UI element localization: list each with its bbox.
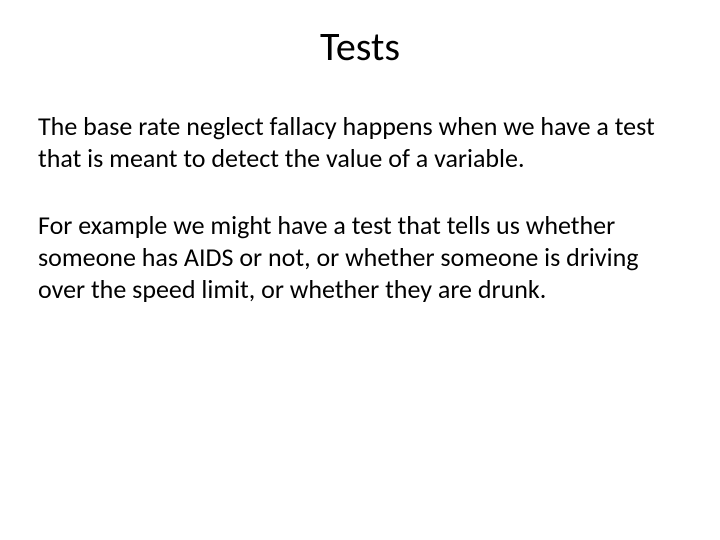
paragraph-2: For example we might have a test that te… xyxy=(38,210,682,305)
slide-title: Tests xyxy=(38,22,682,71)
slide-container: Tests The base rate neglect fallacy happ… xyxy=(0,0,720,540)
paragraph-1: The base rate neglect fallacy happens wh… xyxy=(38,111,682,174)
